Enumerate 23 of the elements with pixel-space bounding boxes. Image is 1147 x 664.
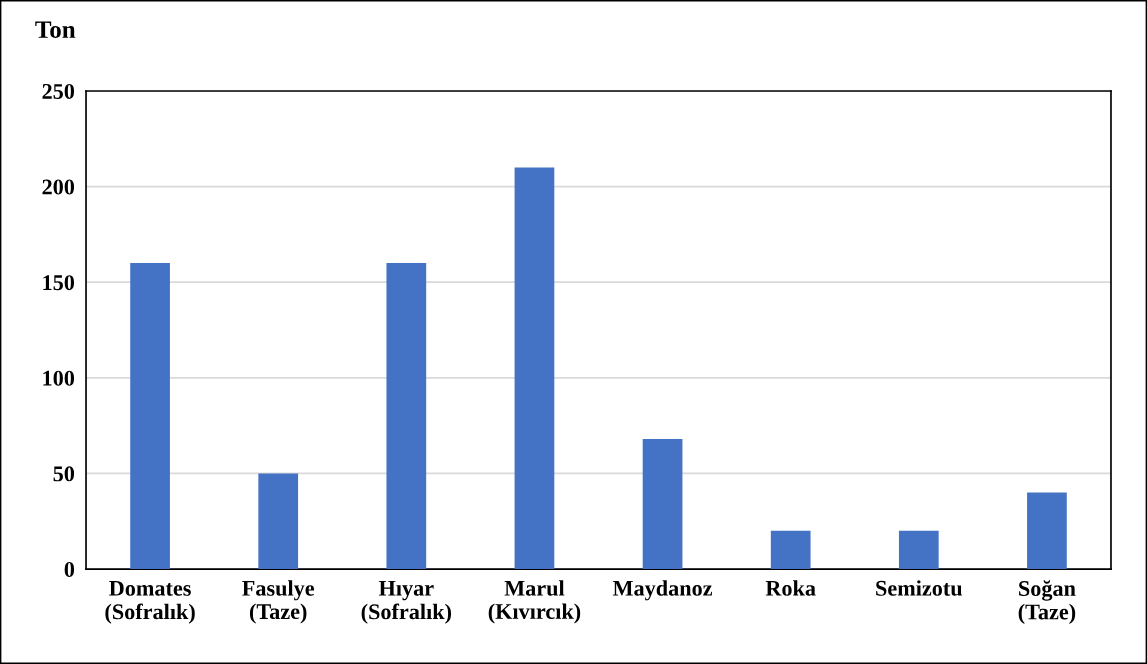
y-tick-label: 100	[43, 370, 75, 386]
y-tick-label: 0	[64, 561, 75, 577]
x-tick-label: Domates (Sofralık)	[105, 581, 195, 624]
y-tick-label: 150	[43, 275, 75, 291]
y-tick-label: 250	[42, 83, 75, 99]
x-tick-label: Roka	[765, 580, 816, 596]
bar	[130, 263, 170, 570]
x-tick-label: Fasulye (Taze)	[242, 580, 315, 624]
x-tick-label: Soğan (Taze)	[1018, 580, 1076, 624]
bar	[514, 167, 555, 570]
x-tick-label: Marul (Kıvırcık)	[488, 580, 581, 624]
y-tick-label: 50	[53, 466, 75, 482]
bar	[258, 473, 299, 570]
x-tick-label: Maydanoz	[612, 580, 713, 601]
y-tick-label: 200	[42, 179, 75, 195]
bar	[770, 530, 811, 570]
bar	[1027, 492, 1067, 570]
bar	[642, 439, 683, 570]
y-axis-title: Ton	[35, 21, 76, 39]
x-tick-label: Hıyar (Sofralık)	[361, 580, 452, 624]
bar	[386, 263, 427, 570]
bar	[898, 530, 939, 570]
x-tick-label: Semizotu	[876, 580, 963, 596]
